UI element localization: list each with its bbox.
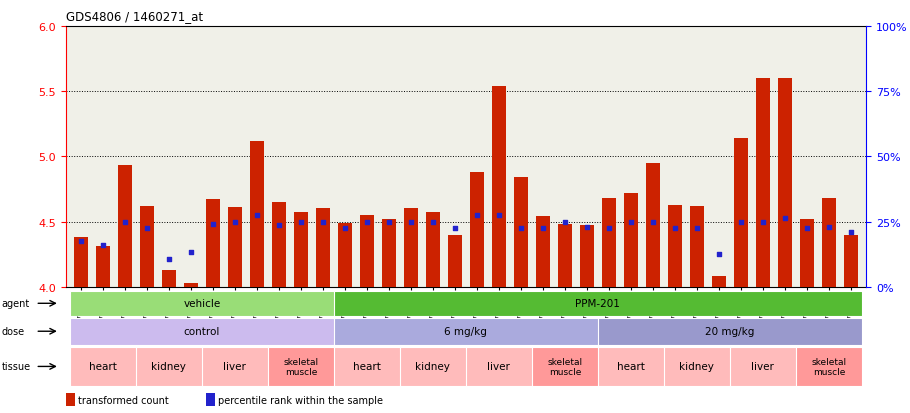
Point bbox=[139, 225, 154, 232]
Bar bbox=[404, 209, 418, 287]
Point bbox=[645, 218, 660, 225]
Point bbox=[712, 251, 726, 258]
Bar bbox=[823, 199, 835, 287]
Text: kidney: kidney bbox=[680, 361, 714, 372]
Bar bbox=[756, 79, 770, 287]
Bar bbox=[800, 219, 814, 287]
Text: heart: heart bbox=[617, 361, 645, 372]
Bar bbox=[75, 237, 87, 287]
Bar bbox=[339, 223, 351, 287]
Point bbox=[844, 229, 858, 236]
Text: control: control bbox=[184, 326, 220, 337]
Point bbox=[184, 249, 198, 255]
Point bbox=[404, 218, 419, 225]
Bar bbox=[536, 217, 550, 287]
Point bbox=[491, 212, 506, 219]
Bar bbox=[228, 208, 241, 287]
Bar bbox=[449, 235, 461, 287]
Bar bbox=[317, 209, 329, 287]
Bar bbox=[470, 173, 483, 287]
Point bbox=[426, 218, 440, 225]
Text: kidney: kidney bbox=[151, 361, 187, 372]
Point bbox=[96, 242, 110, 249]
Bar bbox=[734, 139, 747, 287]
Bar bbox=[294, 213, 308, 287]
Text: kidney: kidney bbox=[416, 361, 450, 372]
Bar bbox=[426, 213, 440, 287]
Bar bbox=[514, 178, 528, 287]
Text: transformed count: transformed count bbox=[78, 394, 168, 405]
Bar bbox=[118, 166, 132, 287]
Point bbox=[206, 221, 220, 228]
Point bbox=[733, 218, 748, 225]
Point bbox=[249, 212, 264, 219]
Point bbox=[117, 218, 132, 225]
Bar bbox=[492, 87, 506, 287]
Text: heart: heart bbox=[353, 361, 381, 372]
Text: vehicle: vehicle bbox=[183, 299, 220, 309]
Bar bbox=[668, 205, 682, 287]
Bar bbox=[360, 216, 373, 287]
Point bbox=[338, 225, 352, 232]
Point bbox=[294, 218, 308, 225]
Point bbox=[381, 218, 396, 225]
Bar bbox=[162, 270, 176, 287]
Text: GDS4806 / 1460271_at: GDS4806 / 1460271_at bbox=[66, 10, 203, 23]
Bar bbox=[96, 247, 109, 287]
Point bbox=[162, 256, 177, 263]
Bar bbox=[185, 283, 197, 287]
Text: PPM-201: PPM-201 bbox=[575, 299, 621, 309]
Text: skeletal
muscle: skeletal muscle bbox=[812, 357, 846, 376]
Point bbox=[822, 224, 836, 230]
Point bbox=[800, 225, 814, 232]
Point bbox=[359, 218, 374, 225]
Bar bbox=[602, 199, 615, 287]
Text: 20 mg/kg: 20 mg/kg bbox=[705, 326, 754, 337]
Point bbox=[448, 225, 462, 232]
Point bbox=[272, 223, 287, 229]
Point bbox=[778, 215, 793, 221]
Point bbox=[602, 225, 616, 232]
Point bbox=[558, 218, 572, 225]
Text: skeletal
muscle: skeletal muscle bbox=[547, 357, 582, 376]
Bar bbox=[646, 164, 660, 287]
Text: liver: liver bbox=[752, 361, 774, 372]
Text: percentile rank within the sample: percentile rank within the sample bbox=[218, 394, 383, 405]
Point bbox=[580, 224, 594, 230]
Bar bbox=[66, 393, 75, 406]
Bar bbox=[272, 202, 286, 287]
Point bbox=[513, 225, 528, 232]
Bar bbox=[207, 200, 219, 287]
Point bbox=[755, 218, 770, 225]
Bar bbox=[581, 226, 593, 287]
Point bbox=[536, 225, 551, 232]
Bar bbox=[844, 235, 857, 287]
Bar bbox=[382, 219, 396, 287]
Bar bbox=[250, 141, 264, 287]
Point bbox=[690, 225, 704, 232]
Text: tissue: tissue bbox=[2, 361, 31, 372]
Text: liver: liver bbox=[488, 361, 511, 372]
Bar bbox=[691, 206, 703, 287]
Text: skeletal
muscle: skeletal muscle bbox=[283, 357, 318, 376]
Bar bbox=[140, 206, 154, 287]
Bar bbox=[559, 225, 571, 287]
Text: 6 mg/kg: 6 mg/kg bbox=[444, 326, 488, 337]
Point bbox=[228, 218, 242, 225]
Text: liver: liver bbox=[224, 361, 247, 372]
Bar bbox=[713, 277, 725, 287]
Bar bbox=[778, 79, 792, 287]
Point bbox=[74, 238, 88, 245]
Point bbox=[316, 218, 330, 225]
Text: dose: dose bbox=[2, 326, 25, 337]
Bar bbox=[206, 393, 215, 406]
Point bbox=[470, 212, 484, 219]
Text: heart: heart bbox=[89, 361, 116, 372]
Text: agent: agent bbox=[2, 299, 30, 309]
Point bbox=[623, 218, 638, 225]
Bar bbox=[624, 193, 638, 287]
Point bbox=[668, 225, 682, 232]
